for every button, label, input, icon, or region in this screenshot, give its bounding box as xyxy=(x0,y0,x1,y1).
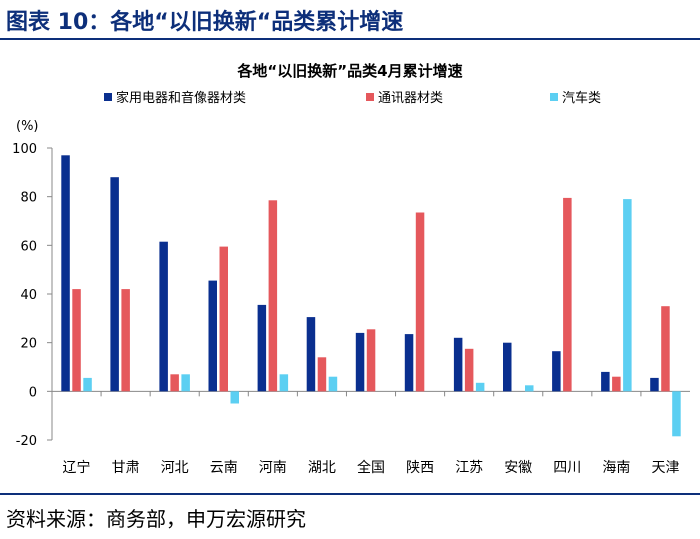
source-footer: 资料来源：商务部，申万宏源研究 xyxy=(0,493,700,539)
y-tick-label: 60 xyxy=(20,239,37,254)
bar-2-5 xyxy=(268,200,278,392)
x-tick-label: 全国 xyxy=(357,459,385,476)
bar-2-8 xyxy=(415,212,425,392)
bar-3-9 xyxy=(475,382,485,392)
legend-label-2: 通讯器材类 xyxy=(378,91,443,106)
bar-2-3 xyxy=(170,374,179,392)
bar-2-13 xyxy=(661,306,670,392)
y-axis-unit: (%) xyxy=(16,119,39,134)
bar-1-2 xyxy=(110,177,119,392)
y-tick-label: 0 xyxy=(29,385,37,400)
bar-1-6 xyxy=(306,317,316,392)
bar-3-5 xyxy=(279,374,289,392)
figure-title: 图表 10：各地“以旧换新“品类累计增速 xyxy=(6,10,404,35)
x-tick-label: 河北 xyxy=(161,460,189,476)
bar-2-12 xyxy=(612,376,621,392)
bar-1-7 xyxy=(355,332,365,392)
x-tick-label: 四川 xyxy=(553,460,581,476)
bar-3-13 xyxy=(672,391,681,437)
bar-1-4 xyxy=(208,280,217,392)
y-tick-label: 80 xyxy=(20,191,37,206)
bar-1-13 xyxy=(650,377,659,392)
bar-1-5 xyxy=(257,304,267,392)
bar-1-11 xyxy=(552,351,561,392)
x-tick-label: 安徽 xyxy=(504,460,532,476)
y-tick-label: 100 xyxy=(12,142,37,157)
y-tick-label: -20 xyxy=(16,434,37,449)
bar-1-8 xyxy=(404,334,414,392)
bar-3-4 xyxy=(230,391,239,404)
bar-3-12 xyxy=(623,199,632,392)
x-tick-label: 辽宁 xyxy=(63,459,91,476)
bar-2-9 xyxy=(464,348,474,392)
bar-2-2 xyxy=(121,289,130,392)
x-tick-label: 天津 xyxy=(652,460,680,476)
bar-3-1 xyxy=(83,377,92,392)
legend-swatch-3 xyxy=(550,93,558,101)
figure-header: 图表 10：各地“以旧换新“品类累计增速 xyxy=(0,0,700,40)
bar-2-6 xyxy=(317,357,327,392)
bar-2-4 xyxy=(219,246,228,392)
header-rule xyxy=(0,38,700,40)
y-tick-label: 20 xyxy=(20,337,37,352)
legend-swatch-2 xyxy=(366,93,374,101)
bar-1-1 xyxy=(61,155,70,392)
x-tick-label: 甘肃 xyxy=(112,460,140,476)
x-tick-label: 湖北 xyxy=(308,460,336,476)
x-tick-label: 河南 xyxy=(259,460,287,476)
bar-3-3 xyxy=(181,374,190,392)
bar-2-7 xyxy=(366,329,376,392)
bar-1-12 xyxy=(601,371,610,392)
bar-3-10 xyxy=(525,385,534,392)
bar-1-9 xyxy=(453,337,463,392)
bar-2-11 xyxy=(563,197,572,392)
bar-3-6 xyxy=(328,376,338,392)
bar-2-1 xyxy=(72,289,81,392)
bar-1-10 xyxy=(503,342,512,392)
footer-rule xyxy=(0,493,700,495)
legend-label-1: 家用电器和音像器材类 xyxy=(116,90,246,106)
legend-swatch-1 xyxy=(104,93,112,101)
x-tick-label: 云南 xyxy=(210,460,238,476)
x-tick-label: 海南 xyxy=(602,460,630,476)
x-tick-label: 江苏 xyxy=(455,460,483,476)
chart-title: 各地“以旧换新”品类4月累计增速 xyxy=(236,62,462,80)
x-tick-label: 陕西 xyxy=(406,460,434,476)
bar-1-3 xyxy=(159,241,168,392)
y-tick-label: 40 xyxy=(20,288,37,303)
legend-label-3: 汽车类 xyxy=(562,90,601,106)
source-text: 资料来源：商务部，申万宏源研究 xyxy=(6,507,306,531)
